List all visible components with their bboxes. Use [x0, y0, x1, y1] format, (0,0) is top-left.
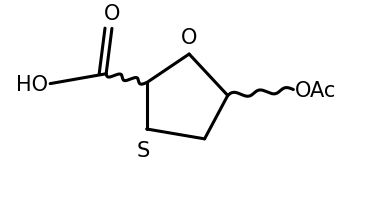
Text: HO: HO — [16, 74, 48, 94]
Text: O: O — [181, 27, 197, 47]
Text: O: O — [104, 4, 120, 24]
Text: OAc: OAc — [295, 80, 337, 100]
Text: S: S — [137, 140, 150, 160]
